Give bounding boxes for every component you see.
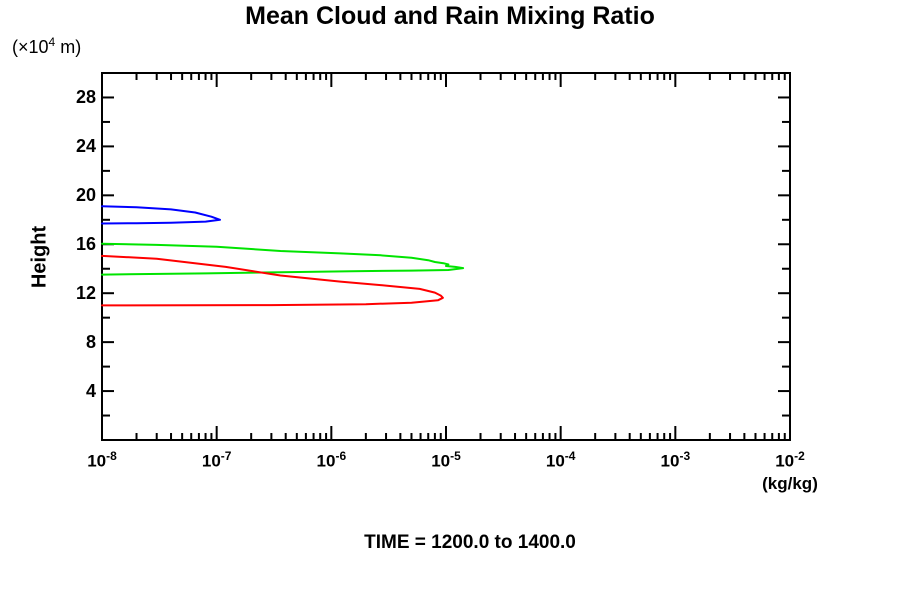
- series-blue-curve: [101, 205, 221, 225]
- time-annotation: TIME = 1200.0 to 1400.0: [364, 532, 576, 553]
- y-tick-label: 8: [85, 332, 96, 353]
- y-axis-unit-label: (×104 m): [12, 35, 81, 58]
- y-axis-unit-exponent: 4: [48, 35, 56, 49]
- x-tick-label: 10-2: [775, 449, 805, 471]
- y-tick-label: 12: [75, 283, 96, 304]
- x-tick-label: 10-6: [316, 449, 347, 471]
- series-green-curve: [101, 242, 465, 276]
- x-tick-label: 10-8: [87, 449, 117, 471]
- x-tick-label: 10-3: [660, 449, 691, 471]
- chart-title: Mean Cloud and Rain Mixing Ratio: [245, 2, 655, 30]
- series-red-curve: [101, 254, 444, 307]
- y-tick-label: 28: [75, 87, 96, 108]
- plot-frame: [101, 72, 791, 441]
- y-tick-label: 24: [75, 136, 96, 157]
- y-axis-unit-post: m): [55, 37, 82, 57]
- y-axis-unit-pre: (×10: [12, 37, 49, 57]
- y-tick-label: 20: [75, 185, 96, 206]
- x-tick-label: 10-4: [545, 449, 576, 471]
- y-tick-label: 4: [85, 381, 96, 402]
- x-axis-unit-label: (kg/kg): [762, 474, 818, 493]
- y-tick-label: 16: [75, 234, 96, 255]
- x-tick-label: 10-7: [201, 449, 232, 471]
- x-tick-label: 10-5: [431, 449, 461, 471]
